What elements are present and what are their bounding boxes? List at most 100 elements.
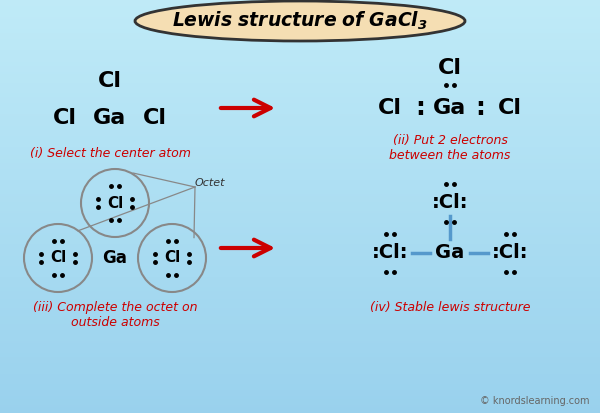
Bar	[0, 370, 600, 372]
Bar	[0, 301, 600, 304]
Bar	[0, 250, 600, 252]
Bar	[0, 279, 600, 281]
Bar	[0, 341, 600, 343]
Bar	[0, 281, 600, 283]
Bar	[0, 353, 600, 355]
Bar	[0, 407, 600, 409]
Bar	[0, 126, 600, 128]
Bar	[0, 217, 600, 219]
Bar	[0, 107, 600, 109]
Bar	[0, 64, 600, 66]
Bar	[0, 157, 600, 159]
Bar	[0, 248, 600, 250]
Bar	[0, 173, 600, 176]
Text: (iv) Stable lewis structure: (iv) Stable lewis structure	[370, 301, 530, 315]
Bar	[0, 339, 600, 341]
Bar	[0, 293, 600, 295]
Bar	[0, 78, 600, 81]
Bar	[0, 190, 600, 192]
Bar	[0, 291, 600, 293]
Bar	[0, 268, 600, 271]
Bar	[0, 283, 600, 285]
Bar	[0, 130, 600, 132]
Text: Cl: Cl	[98, 71, 122, 91]
Bar	[0, 357, 600, 359]
Bar	[0, 386, 600, 388]
Bar	[0, 128, 600, 130]
Bar	[0, 33, 600, 35]
Bar	[0, 14, 600, 17]
Bar	[0, 192, 600, 194]
Bar	[0, 81, 600, 83]
Bar	[0, 169, 600, 171]
Bar	[0, 198, 600, 200]
Bar	[0, 134, 600, 136]
Bar	[0, 35, 600, 37]
Bar	[0, 68, 600, 70]
Bar	[0, 240, 600, 242]
Bar	[0, 215, 600, 217]
Bar	[0, 351, 600, 353]
Bar	[0, 310, 600, 312]
Bar	[0, 50, 600, 52]
Bar	[0, 56, 600, 58]
Bar	[0, 60, 600, 62]
Bar	[0, 37, 600, 39]
Text: Cl: Cl	[143, 108, 167, 128]
Bar	[0, 93, 600, 95]
Bar	[0, 374, 600, 376]
Bar	[0, 355, 600, 357]
Bar	[0, 335, 600, 337]
Bar	[0, 287, 600, 289]
Bar	[0, 72, 600, 74]
Text: © knordslearning.com: © knordslearning.com	[481, 396, 590, 406]
Bar	[0, 306, 600, 308]
Bar	[0, 363, 600, 366]
Bar	[0, 405, 600, 407]
Bar	[0, 23, 600, 25]
Bar	[0, 256, 600, 258]
Text: Cl: Cl	[164, 251, 180, 266]
Bar	[0, 138, 600, 140]
Bar	[0, 39, 600, 41]
Bar	[0, 266, 600, 268]
Bar	[0, 258, 600, 260]
Bar	[0, 70, 600, 72]
Bar	[0, 124, 600, 126]
Bar	[0, 25, 600, 27]
Bar	[0, 273, 600, 275]
Bar	[0, 74, 600, 76]
Bar	[0, 388, 600, 390]
Bar	[0, 380, 600, 382]
Bar	[0, 163, 600, 165]
Bar	[0, 0, 600, 2]
Bar	[0, 105, 600, 107]
Bar	[0, 2, 600, 4]
Bar	[0, 118, 600, 120]
Bar	[0, 271, 600, 273]
Bar	[0, 277, 600, 279]
FancyArrowPatch shape	[221, 240, 271, 256]
Bar	[0, 43, 600, 45]
Text: :: :	[475, 96, 485, 120]
Bar	[0, 151, 600, 153]
Bar	[0, 399, 600, 401]
Bar	[0, 17, 600, 19]
Bar	[0, 394, 600, 396]
Bar	[0, 204, 600, 206]
Bar	[0, 225, 600, 227]
Bar	[0, 112, 600, 114]
Bar	[0, 246, 600, 248]
Bar	[0, 45, 600, 47]
Bar	[0, 343, 600, 345]
Text: (ii) Put 2 electrons
between the atoms: (ii) Put 2 electrons between the atoms	[389, 134, 511, 162]
Bar	[0, 328, 600, 330]
Bar	[0, 4, 600, 6]
Bar	[0, 252, 600, 254]
Bar	[0, 275, 600, 277]
Text: (i) Select the center atom: (i) Select the center atom	[29, 147, 190, 159]
Bar	[0, 8, 600, 10]
Bar	[0, 29, 600, 31]
Bar	[0, 337, 600, 339]
Bar	[0, 299, 600, 301]
